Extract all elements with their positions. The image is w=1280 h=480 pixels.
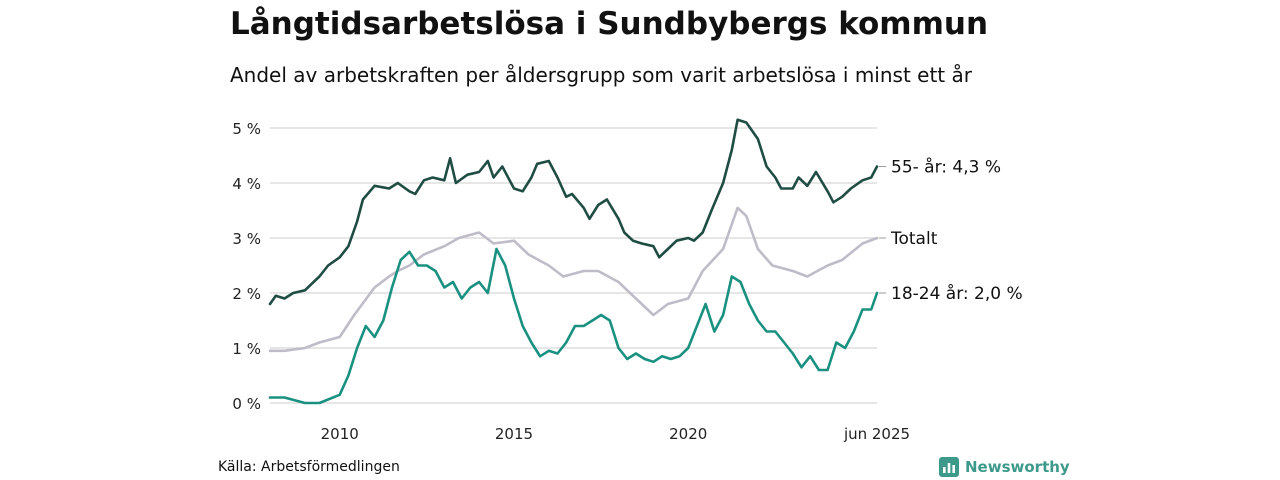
series-end-label: Totalt	[890, 229, 938, 249]
y-axis-ticks: 0 % 1 % 2 % 3 % 4 % 5 %	[232, 120, 261, 413]
x-tick-label: 2010	[321, 425, 359, 443]
chart-subtitle: Andel av arbetskraften per åldersgrupp s…	[230, 63, 972, 87]
x-tick-label: 2015	[495, 425, 533, 443]
series-lines	[268, 118, 879, 405]
bar-chart-icon	[939, 457, 959, 477]
brand-name: Newsworthy	[965, 458, 1070, 476]
x-tick-label: 2020	[669, 425, 707, 443]
y-tick-label: 4 %	[232, 175, 261, 193]
x-tick-label: jun 2025	[843, 425, 910, 443]
series-end-label: 55- år: 4,3 %	[891, 157, 1001, 178]
x-axis-ticks: 2010 2015 2020 jun 2025	[321, 425, 910, 443]
y-tick-label: 2 %	[232, 285, 261, 303]
y-tick-label: 0 %	[232, 395, 261, 413]
y-tick-label: 5 %	[232, 120, 261, 138]
series-line-1	[268, 206, 879, 353]
series-end-labels: 55- år: 4,3 % Totalt 18-24 år: 2,0 %	[879, 157, 1023, 304]
y-tick-label: 1 %	[232, 340, 261, 358]
source-note: Källa: Arbetsförmedlingen	[218, 459, 400, 475]
grid-lines	[270, 127, 877, 404]
series-line-0	[268, 118, 879, 306]
newsworthy-logo-link[interactable]: Newsworthy	[939, 456, 1070, 478]
series-end-label: 18-24 år: 2,0 %	[891, 283, 1023, 304]
chart-title: Långtidsarbetslösa i Sundbybergs kommun	[230, 6, 989, 42]
y-tick-label: 3 %	[232, 230, 261, 248]
series-line-2	[268, 247, 879, 405]
